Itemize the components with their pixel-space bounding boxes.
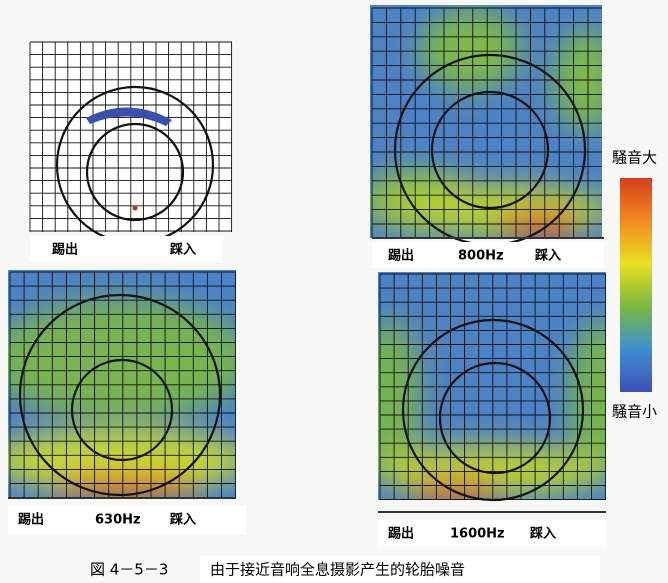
panel-label: 踩入 <box>530 526 556 542</box>
panel-geometry <box>29 41 233 245</box>
rotation-arrow <box>86 107 172 126</box>
panel-frequency: 630Hz <box>95 513 141 528</box>
tire-inner <box>438 361 552 475</box>
panel-label: 踩入 <box>170 512 196 528</box>
grid <box>379 273 606 500</box>
caption-text: 由于接近音响全息摄影产生的轮胎噪音 <box>210 561 465 579</box>
panel-label: 踢出 <box>18 512 44 528</box>
legend-low: 騒音小 <box>612 403 657 421</box>
panel-label: 踩入 <box>170 242 196 258</box>
label-strip <box>372 242 604 268</box>
panel-label: 踢出 <box>388 526 414 542</box>
grid <box>29 41 233 232</box>
tire-inner <box>70 358 174 462</box>
tire-inner <box>430 90 550 210</box>
grid <box>371 7 602 238</box>
contact-point <box>132 205 138 211</box>
panel-label: 踢出 <box>388 248 414 264</box>
caption-box <box>200 556 600 583</box>
label-strip <box>30 236 222 262</box>
heatmap-1600 <box>378 272 606 500</box>
tire-inner <box>85 122 185 222</box>
panel-frequency: 1600Hz <box>450 527 505 542</box>
panel-frequency: 800Hz <box>458 249 504 264</box>
tire-outer <box>401 318 585 502</box>
color-bar <box>620 178 652 392</box>
panel-label: 踩入 <box>535 248 561 264</box>
legend-high: 騒音大 <box>612 149 657 167</box>
label-strip <box>8 506 246 534</box>
label-strip <box>378 520 606 546</box>
caption-number: 図 4－5－3 <box>90 561 168 579</box>
heatmap-630 <box>8 270 236 497</box>
panel-label: 踢出 <box>52 242 78 258</box>
tire-outer <box>18 293 222 497</box>
